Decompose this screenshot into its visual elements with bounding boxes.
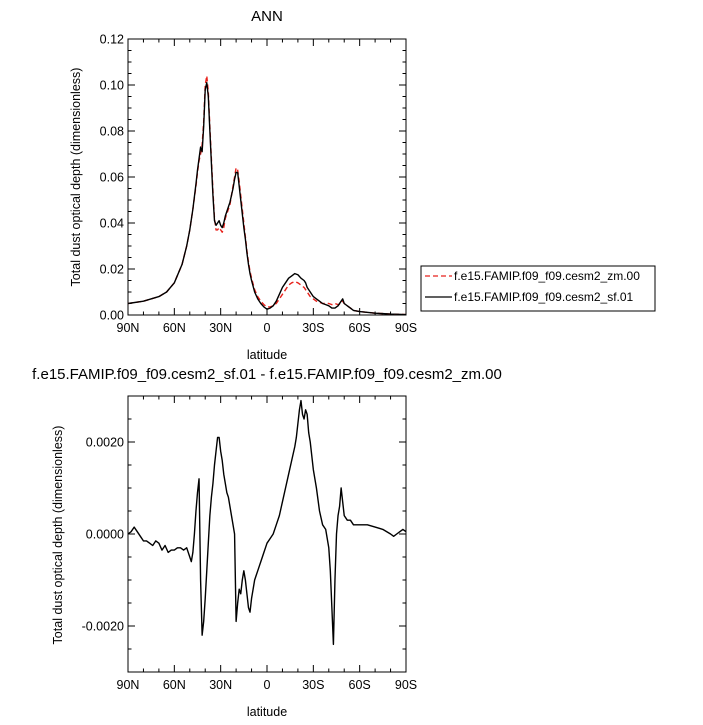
y-tick-label: -0.0020 — [82, 620, 124, 634]
x-tick-label: 60N — [163, 321, 186, 335]
x-tick-label: 60N — [163, 678, 186, 692]
y-tick-label: 0.04 — [100, 217, 124, 231]
bottom-plot-frame — [127, 395, 407, 673]
x-tick-label: 90S — [395, 321, 417, 335]
bottom-x-axis-label: latitude — [247, 705, 287, 719]
top-panel: ANN 90N 60N 30N 0 30S 60S 90S 0.00 0.02 0.04 0.06 0… — [69, 8, 656, 362]
bottom-ticks-group: 90N 60N 30N 0 30S 60S 90S -0.0020 0.0000 0.0020 — [82, 395, 417, 692]
top-ticks-group: 90N 60N 30N 0 30S 60S 90S 0.00 0.02 0.04 0.06 0.08 0… — [100, 33, 417, 336]
y-tick-label: 0.02 — [100, 263, 124, 277]
y-tick-label: 0.0020 — [86, 436, 124, 450]
y-tick-label: 0.06 — [100, 171, 124, 185]
x-tick-label: 90N — [117, 321, 140, 335]
top-x-axis-label: latitude — [247, 348, 287, 362]
series-line-1-0 — [127, 399, 407, 646]
legend: f.e15.FAMIP.f09_f09.cesm2_zm.00 f.e15.FA… — [420, 265, 656, 312]
x-tick-label: 0 — [264, 321, 271, 335]
bottom-chart-title: f.e15.FAMIP.f09_f09.cesm2_sf.01 - f.e15.… — [32, 366, 502, 383]
series-line-0-0 — [127, 75, 407, 316]
legend-label-zm00: f.e15.FAMIP.f09_f09.cesm2_zm.00 — [454, 269, 640, 283]
bottom-y-axis-label: Total dust optical depth (dimensionless) — [51, 426, 65, 645]
x-tick-label: 90N — [117, 678, 140, 692]
legend-label-sf01: f.e15.FAMIP.f09_f09.cesm2_sf.01 — [454, 290, 634, 304]
x-tick-label: 0 — [264, 678, 271, 692]
y-tick-label: 0.0000 — [86, 528, 124, 542]
x-tick-label: 30S — [302, 678, 324, 692]
top-plot-frame — [127, 38, 407, 316]
top-chart-title: ANN — [251, 8, 283, 25]
legend-box — [420, 265, 656, 312]
x-tick-label: 60S — [349, 678, 371, 692]
x-tick-label: 90S — [395, 678, 417, 692]
y-tick-label: 0.10 — [100, 79, 124, 93]
top-y-axis-label: Total dust optical depth (dimensionless) — [69, 68, 83, 287]
series-line-0-1 — [127, 81, 407, 316]
x-tick-label: 30N — [209, 678, 232, 692]
top-series-group — [127, 75, 407, 316]
bottom-panel: f.e15.FAMIP.f09_f09.cesm2_sf.01 - f.e15.… — [32, 366, 502, 719]
y-tick-label: 0.08 — [100, 125, 124, 139]
x-tick-label: 30N — [209, 321, 232, 335]
x-tick-label: 60S — [349, 321, 371, 335]
bottom-series-group — [127, 399, 407, 646]
y-tick-label: 0.00 — [100, 309, 124, 323]
x-tick-label: 30S — [302, 321, 324, 335]
y-tick-label: 0.12 — [100, 33, 124, 47]
